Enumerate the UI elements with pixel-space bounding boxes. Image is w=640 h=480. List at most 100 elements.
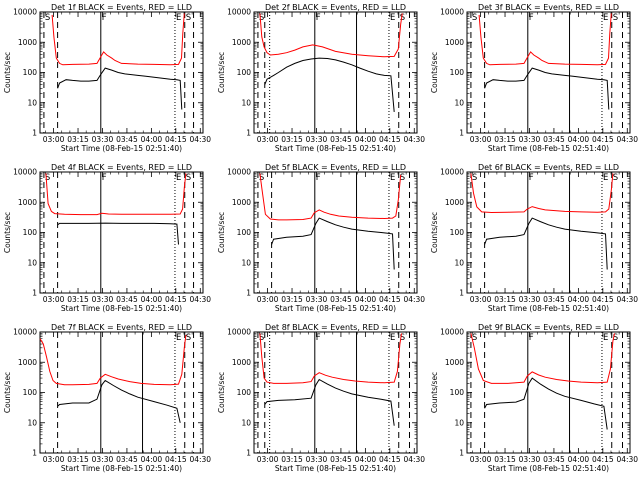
chart-panel: 1 10 100 1000 10000 03:00 03:15 03:30 03:45 04:00… [430,323,638,473]
y-tick-label: 1 [32,289,37,298]
event-marker-label: E [603,333,608,343]
x-tick-label: 03:30 [92,295,114,304]
y-tick-label: 1000 [18,38,37,47]
x-tick-label: 03:30 [519,295,541,304]
event-marker-label: F [102,13,107,23]
y-tick-label: 10000 [227,328,251,337]
x-tick-label: 04:30 [189,455,211,464]
y-axis-label: Counts/sec [3,52,12,93]
event-marker-label: S [45,13,50,23]
series-events-line [57,379,181,423]
x-tick-label: 04:00 [568,455,590,464]
event-marker-label: S [186,173,191,183]
x-tick-label: 03:15 [494,455,516,464]
x-tick-label: 03:00 [257,135,279,144]
x-tick-label: 04:00 [568,135,590,144]
series-events-line [57,67,183,110]
plot-frame [39,11,204,134]
y-tick-label: 1 [246,449,251,458]
x-axis-label: Start Time (08-Feb-15 02:51:40) [488,464,609,473]
event-marker-label: F [316,13,321,23]
x-tick-label: 04:00 [355,135,377,144]
x-tick-label: 04:00 [355,455,377,464]
x-tick-label: 03:00 [470,455,492,464]
y-tick-label: 10 [241,98,251,107]
x-tick-label: 03:30 [306,455,328,464]
y-tick-label: 10000 [440,168,464,177]
x-tick-label: 04:15 [379,135,401,144]
y-tick-label: 1000 [232,198,251,207]
chart-title: Det 3f BLACK = Events, RED = LLD [478,3,619,12]
x-tick-label: 03:15 [494,295,516,304]
series-events-line [264,378,395,426]
x-tick-label: 04:15 [165,135,187,144]
y-tick-label: 1 [459,289,464,298]
x-tick-label: 03:15 [281,135,303,144]
event-marker-label: S [400,333,405,343]
plot-frame [39,171,204,294]
event-marker-label: S [259,13,264,23]
x-axis-label: Start Time (08-Feb-15 02:51:40) [488,144,609,153]
y-tick-label: 1000 [232,358,251,367]
y-tick-label: 100 [23,228,38,237]
y-tick-label: 10000 [440,328,464,337]
series-lld-line [470,333,615,384]
y-axis-label: Counts/sec [217,52,226,93]
y-tick-label: 1 [32,449,37,458]
chart-title: Det 6f BLACK = Events, RED = LLD [478,163,619,172]
x-axis-label: Start Time (08-Feb-15 02:51:40) [61,144,182,153]
plot-frame [39,331,204,454]
event-marker-label: S [400,13,405,23]
x-tick-label: 03:00 [470,295,492,304]
event-marker-label: F [529,13,534,23]
x-tick-label: 03:00 [257,295,279,304]
x-tick-label: 04:30 [403,135,425,144]
y-axis-label: Counts/sec [217,212,226,253]
y-tick-label: 10 [241,418,251,427]
y-tick-label: 10 [454,98,464,107]
x-tick-label: 03:45 [116,295,138,304]
x-tick-label: 03:45 [116,455,138,464]
series-events-line [264,57,395,112]
x-tick-label: 03:45 [330,295,352,304]
plot-frame [253,171,418,294]
event-marker-label: S [186,333,191,343]
series-events-line [484,377,608,430]
plot-frame [466,171,631,294]
y-tick-label: 1 [246,289,251,298]
y-tick-label: 10000 [13,168,37,177]
y-tick-label: 1 [246,129,251,138]
chart-title: Det 7f BLACK = Events, RED = LLD [51,323,192,332]
y-tick-label: 10 [27,418,37,427]
y-tick-label: 1000 [232,38,251,47]
event-marker-label: S [259,333,264,343]
x-tick-label: 04:15 [592,455,614,464]
event-marker-label: S [472,333,477,343]
event-marker-label: F [102,173,107,183]
series-lld-line [39,334,187,386]
x-tick-label: 03:30 [306,135,328,144]
chart-panel: 1 10 100 1000 10000 03:00 03:15 03:30 03:45 04:00… [217,3,425,153]
y-tick-label: 100 [450,68,465,77]
plot-frame [466,331,631,454]
x-tick-label: 03:45 [543,295,565,304]
x-tick-label: 04:30 [189,295,211,304]
event-marker-label: F [316,173,321,183]
event-marker-label: E [176,13,181,23]
event-marker-label: E [603,173,608,183]
y-tick-label: 100 [237,388,252,397]
y-tick-label: 10 [454,418,464,427]
x-tick-label: 04:00 [141,295,163,304]
x-tick-label: 03:30 [306,295,328,304]
y-axis-label: Counts/sec [430,372,439,413]
x-tick-label: 04:30 [616,295,638,304]
chart-title: Det 9f BLACK = Events, RED = LLD [478,323,619,332]
y-tick-label: 100 [450,388,465,397]
event-marker-label: S [472,13,477,23]
y-tick-label: 100 [237,228,252,237]
y-tick-label: 1000 [445,198,464,207]
x-tick-label: 04:00 [355,295,377,304]
y-tick-label: 1000 [445,38,464,47]
x-tick-label: 03:15 [281,295,303,304]
